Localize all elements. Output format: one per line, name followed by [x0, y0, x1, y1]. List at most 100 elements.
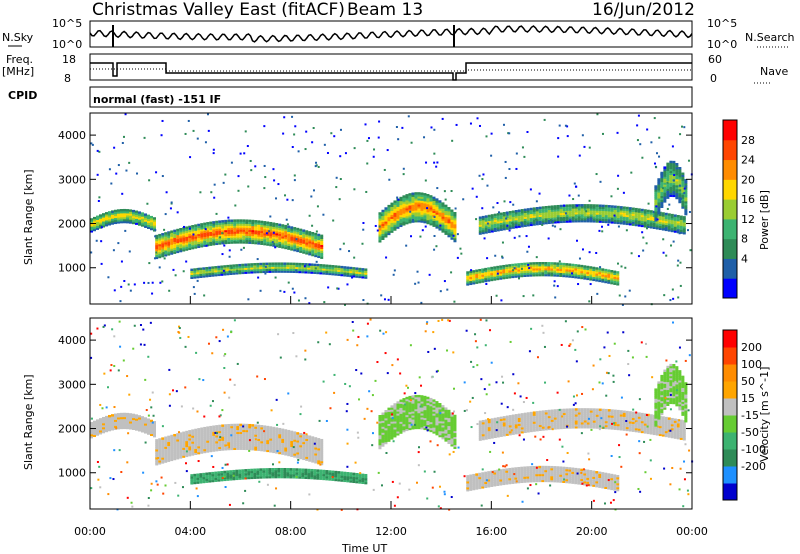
velocity-cell: [364, 475, 368, 479]
velocity-cell: [179, 450, 183, 453]
power-cell: [275, 242, 279, 246]
power-cell: [302, 229, 306, 232]
power-cell: [305, 230, 309, 233]
velocity-cell: [402, 398, 406, 401]
power-cell: [417, 204, 421, 207]
power-cell: [574, 268, 578, 271]
power-cell: [271, 268, 275, 271]
velocity-cell: [320, 442, 324, 446]
velocity-cell: [438, 424, 442, 428]
velocity-cell: [227, 425, 231, 429]
power-cell: [420, 198, 424, 201]
velocity-cell: [238, 473, 242, 476]
power-speckle: [412, 218, 415, 221]
power-speckle: [554, 225, 557, 228]
power-cell: [508, 222, 512, 226]
power-cell: [199, 271, 203, 275]
power-cell: [435, 210, 439, 213]
velocity-cell: [302, 441, 306, 445]
power-cell: [478, 272, 482, 276]
power-speckle: [678, 232, 681, 235]
velocity-cell: [381, 422, 385, 425]
power-cell: [393, 212, 397, 215]
power-cell: [571, 263, 575, 267]
power-cell: [634, 209, 638, 213]
velocity-cell: [287, 441, 291, 445]
power-cell: [426, 193, 430, 197]
velocity-cell: [508, 473, 512, 477]
velocity-cell: [257, 432, 261, 436]
power-cell: [660, 189, 664, 193]
velocity-cell: [235, 475, 239, 479]
power-cell: [532, 223, 536, 226]
velocity-cell: [414, 406, 418, 410]
power-cell: [438, 222, 442, 225]
velocity-cell: [381, 434, 385, 437]
velocity-cell: [272, 440, 276, 444]
velocity-cell: [502, 474, 506, 478]
velocity-cell: [245, 445, 249, 449]
velocity-cell: [396, 417, 400, 420]
velocity-cell: [265, 468, 269, 471]
velocity-cell: [405, 410, 409, 414]
power-cell: [447, 224, 451, 228]
power-cell: [242, 239, 246, 242]
power-cell: [592, 212, 596, 215]
power-cell: [284, 226, 288, 230]
power-cell: [535, 208, 539, 212]
power-speckle: [96, 149, 99, 152]
velocity-cell: [453, 424, 457, 428]
power-cell: [200, 227, 204, 230]
power-cell: [248, 241, 252, 244]
velocity-cell: [93, 434, 96, 438]
nsky-label: N.Sky: [2, 31, 34, 44]
power-cell: [251, 231, 255, 235]
power-speckle: [433, 152, 436, 155]
power-cell: [111, 214, 114, 217]
power-speckle: [247, 298, 250, 301]
power-speckle: [291, 146, 294, 149]
power-cell: [429, 209, 433, 212]
velocity-cell: [254, 428, 258, 431]
power-cell: [666, 170, 670, 173]
velocity-cell: [90, 431, 93, 435]
power-cell: [147, 220, 150, 224]
power-cell: [538, 212, 542, 216]
velocity-cell: [218, 428, 222, 432]
velocity-cell: [200, 441, 204, 444]
power-cell: [278, 235, 282, 238]
power-cell: [654, 217, 658, 220]
power-cell: [622, 214, 626, 217]
velocity-cell: [235, 471, 239, 475]
power-speckle: [187, 119, 190, 122]
power-cell: [120, 218, 123, 222]
velocity-cell: [453, 422, 457, 426]
velocity-cell: [299, 432, 303, 436]
power-cell: [268, 270, 272, 273]
power-cell: [505, 211, 509, 214]
power-speckle: [310, 195, 313, 198]
power-cell: [155, 242, 159, 246]
power-cell: [478, 220, 482, 223]
velocity-cell: [408, 413, 412, 417]
power-cell: [314, 246, 318, 250]
power-cell: [310, 265, 314, 268]
power-cell: [305, 236, 309, 239]
velocity-cell: [132, 417, 135, 421]
power-cell: [393, 210, 397, 213]
velocity-cell: [496, 479, 500, 482]
power-cell: [361, 270, 365, 273]
velocity-cell: [221, 442, 225, 445]
velocity-cell: [438, 434, 442, 438]
velocity-cell: [444, 431, 448, 434]
power-cell: [669, 188, 673, 191]
velocity-cell: [319, 471, 323, 474]
power-cell: [158, 251, 162, 255]
velocity-cell: [251, 440, 255, 443]
velocity-cell: [346, 476, 350, 479]
power-cell: [167, 249, 171, 252]
velocity-cell: [304, 474, 308, 478]
power-cell: [478, 224, 482, 227]
power-cell: [660, 201, 664, 205]
velocity-cell: [269, 432, 273, 435]
